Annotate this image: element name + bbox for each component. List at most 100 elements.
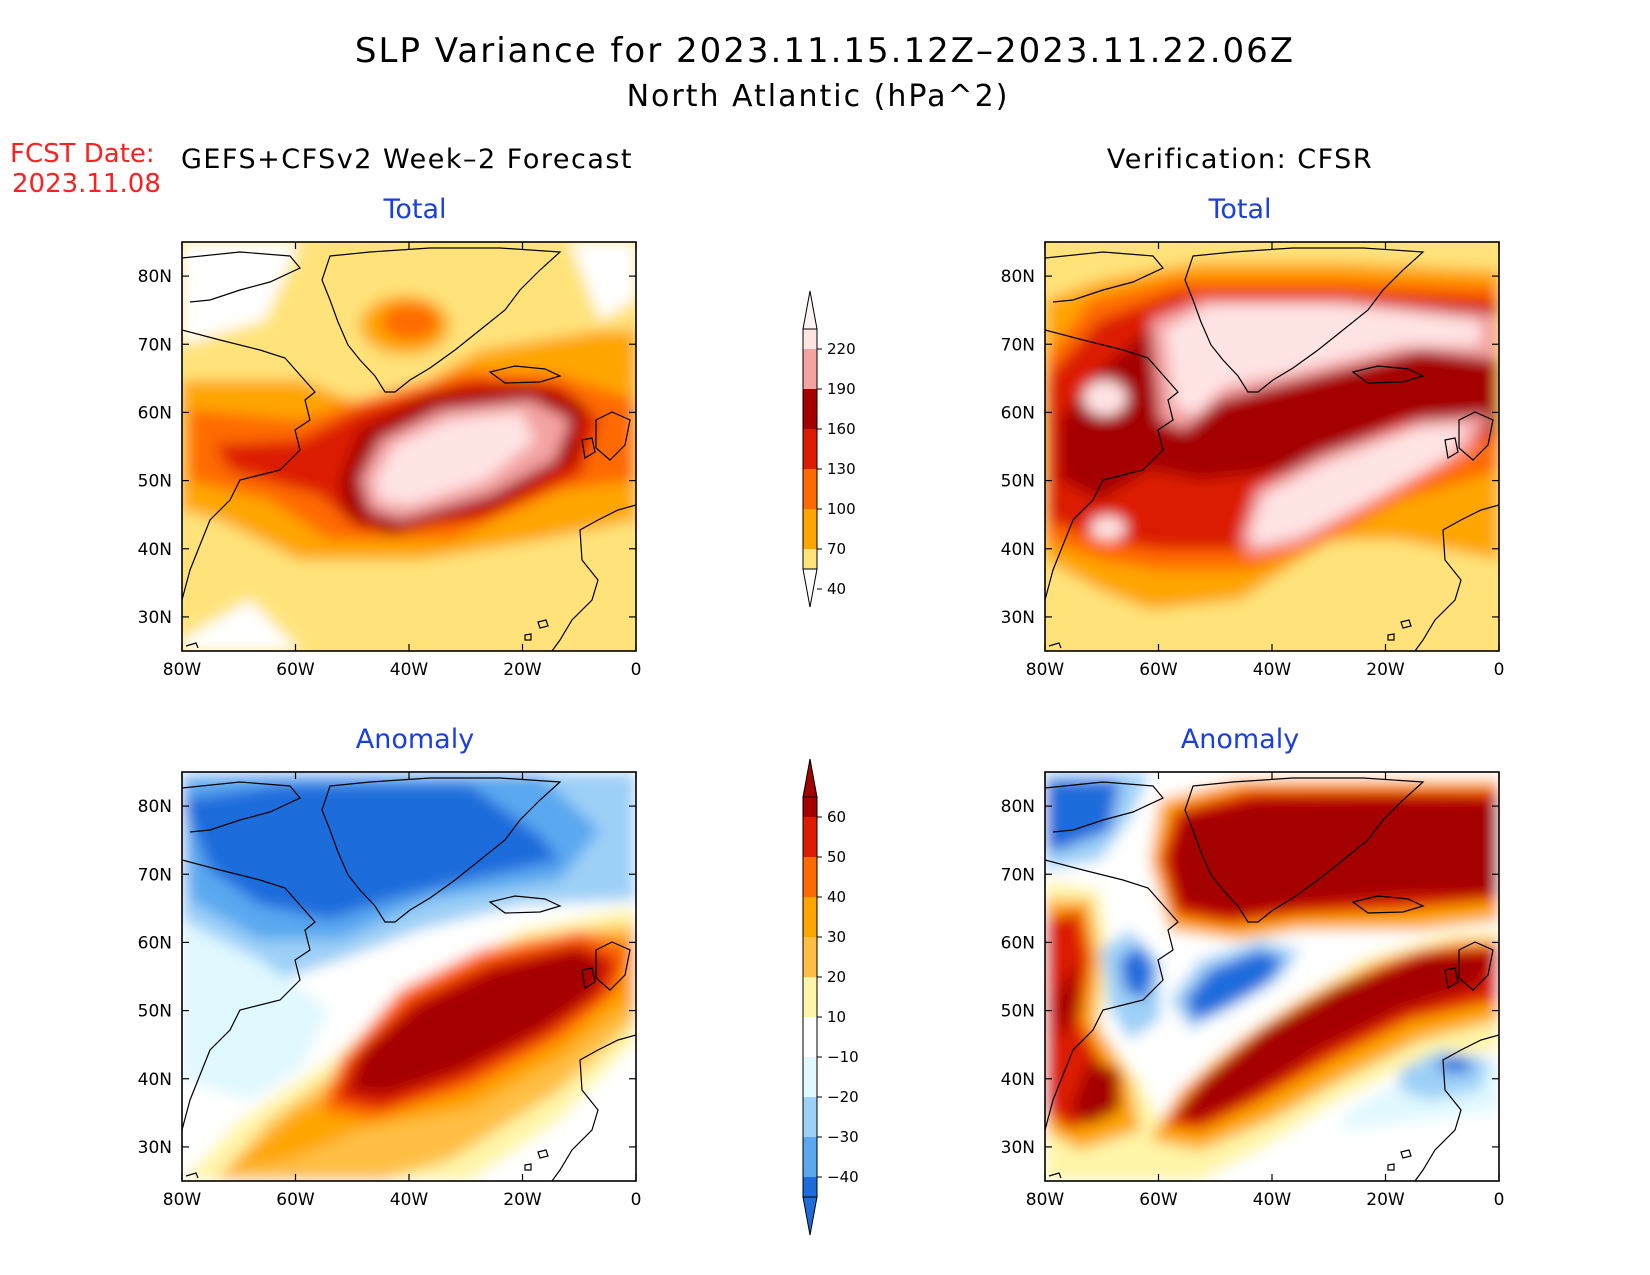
axes-verification-total: 80W 60W 40W 20W 0 80N 70N 60N 50N 40N 30N [1001,242,1505,680]
colorbar-anomaly-swatch [803,857,817,897]
lon-tick-label: 40W [1253,660,1292,680]
lat-tick-label: 50N [1001,1002,1035,1022]
lat-tick-label: 50N [138,1002,172,1022]
lon-tick-label: 40W [1253,1190,1292,1210]
lat-tick-label: 30N [1001,1138,1035,1158]
coastline-verification-total [1045,247,1499,651]
colorbar-total-label: 70 [827,540,846,558]
shading-verification-anomaly [1045,772,1499,1181]
map-panel-forecast-total: 80W 60W 40W 20W 0 80N 70N 60N 50N 40N 30N [138,241,642,680]
lon-tick-label: 0 [1494,1190,1505,1210]
colorbar-anomaly-label: −10 [827,1048,859,1066]
lat-tick-label: 80N [138,267,172,287]
panel-title-verification-total: Total [1207,194,1271,225]
lat-tick-label: 40N [138,540,172,560]
lon-tick-label: 20W [1366,1190,1405,1210]
map-panel-forecast-anomaly: 80W 60W 40W 20W 0 80N 70N 60N 50N 40N 30N [138,771,642,1210]
lon-tick-label: 0 [1494,660,1505,680]
column-title-verification: Verification: CFSR [1107,144,1373,175]
fcst-date-value: 2023.11.08 [12,169,161,199]
figure-subtitle: North Atlantic (hPa^2) [627,79,1010,114]
colorbar-total-label: 40 [827,580,846,598]
lat-tick-label: 60N [1001,403,1035,423]
lon-tick-label: 80W [1026,1190,1065,1210]
lat-tick-label: 70N [1001,865,1035,885]
axes-forecast-total: 80W 60W 40W 20W 0 80N 70N 60N 50N 40N 30N [138,242,642,680]
colorbar-anomaly-label: −40 [827,1168,859,1186]
lat-tick-label: 70N [138,865,172,885]
colorbar-anomaly: 60 50 40 30 20 10 −10 −20 −30 −40 [802,758,859,1236]
colorbar-anomaly-swatch [803,1177,817,1197]
lat-tick-label: 40N [138,1070,172,1090]
colorbar-anomaly-swatch [803,1137,817,1177]
colorbar-total-swatch [803,509,817,549]
lat-tick-label: 70N [138,335,172,355]
lon-tick-label: 40W [390,1190,429,1210]
lon-tick-label: 60W [276,660,315,680]
colorbar-total-swatch [803,389,817,429]
lon-tick-label: 60W [1139,660,1178,680]
lon-tick-label: 80W [163,660,202,680]
shading-verification-total [1045,242,1499,651]
coastline-verification-anomaly [1045,777,1499,1181]
lat-tick-label: 40N [1001,1070,1035,1090]
colorbar-total-swatch [803,349,817,389]
panel-title-verification-anomaly: Anomaly [1181,724,1299,755]
shading-forecast-total [182,242,636,651]
lon-tick-label: 80W [163,1190,202,1210]
colorbar-total-label: 220 [827,340,856,358]
lat-tick-label: 30N [138,1138,172,1158]
lat-tick-label: 80N [138,797,172,817]
colorbar-anomaly-swatch [803,937,817,977]
colorbar-total-swatch [803,329,817,349]
colorbar-anomaly-swatch [803,897,817,937]
colorbar-anomaly-top-arrow [802,758,818,798]
lon-tick-label: 20W [503,660,542,680]
colorbar-anomaly-swatch [803,797,817,817]
panel-title-forecast-anomaly: Anomaly [356,724,474,755]
colorbar-total-bottom-arrow [802,568,818,608]
shading-forecast-anomaly [182,772,636,1181]
lon-tick-label: 0 [631,660,642,680]
lon-tick-label: 40W [390,660,429,680]
panel-title-forecast-total: Total [382,194,446,225]
axes-verification-anomaly: 80W 60W 40W 20W 0 80N 70N 60N 50N 40N 30N [1001,772,1505,1210]
lon-tick-label: 60W [276,1190,315,1210]
lat-tick-label: 30N [1001,608,1035,628]
coastline-forecast-anomaly [182,777,636,1181]
column-title-forecast: GEFS+CFSv2 Week–2 Forecast [181,144,633,175]
colorbar-anomaly-label: 40 [827,888,846,906]
map-panel-verification-total: 80W 60W 40W 20W 0 80N 70N 60N 50N 40N 30N [1001,241,1505,680]
fcst-date-label: FCST Date: [10,139,155,169]
lon-tick-label: 60W [1139,1190,1178,1210]
colorbar-anomaly-label: −20 [827,1088,859,1106]
colorbar-anomaly-label: 50 [827,848,846,866]
lat-tick-label: 70N [1001,335,1035,355]
lat-tick-label: 60N [138,933,172,953]
colorbar-anomaly-label: 30 [827,928,846,946]
colorbar-anomaly-label: 20 [827,968,846,986]
colorbar-total-label: 130 [827,460,856,478]
colorbar-total-swatch [803,429,817,469]
lat-tick-label: 30N [138,608,172,628]
figure-title: SLP Variance for 2023.11.15.12Z–2023.11.… [355,31,1295,71]
colorbar-total-swatch [803,469,817,509]
axes-forecast-anomaly: 80W 60W 40W 20W 0 80N 70N 60N 50N 40N 30N [138,772,642,1210]
colorbar-total-label: 160 [827,420,856,438]
colorbar-anomaly-swatch [803,1017,817,1057]
lon-tick-label: 80W [1026,660,1065,680]
colorbar-anomaly-swatch [803,1057,817,1097]
colorbar-anomaly-label: 10 [827,1008,846,1026]
colorbar-anomaly-swatch [803,1097,817,1137]
lon-tick-label: 20W [503,1190,542,1210]
lat-tick-label: 50N [138,472,172,492]
colorbar-anomaly-label: 60 [827,808,846,826]
lon-tick-label: 20W [1366,660,1405,680]
map-panel-verification-anomaly: 80W 60W 40W 20W 0 80N 70N 60N 50N 40N 30N [1001,771,1505,1210]
lon-tick-label: 0 [631,1190,642,1210]
lat-tick-label: 80N [1001,797,1035,817]
colorbar-total: 220 190 160 130 100 70 40 [802,290,856,608]
lat-tick-label: 50N [1001,472,1035,492]
lat-tick-label: 80N [1001,267,1035,287]
